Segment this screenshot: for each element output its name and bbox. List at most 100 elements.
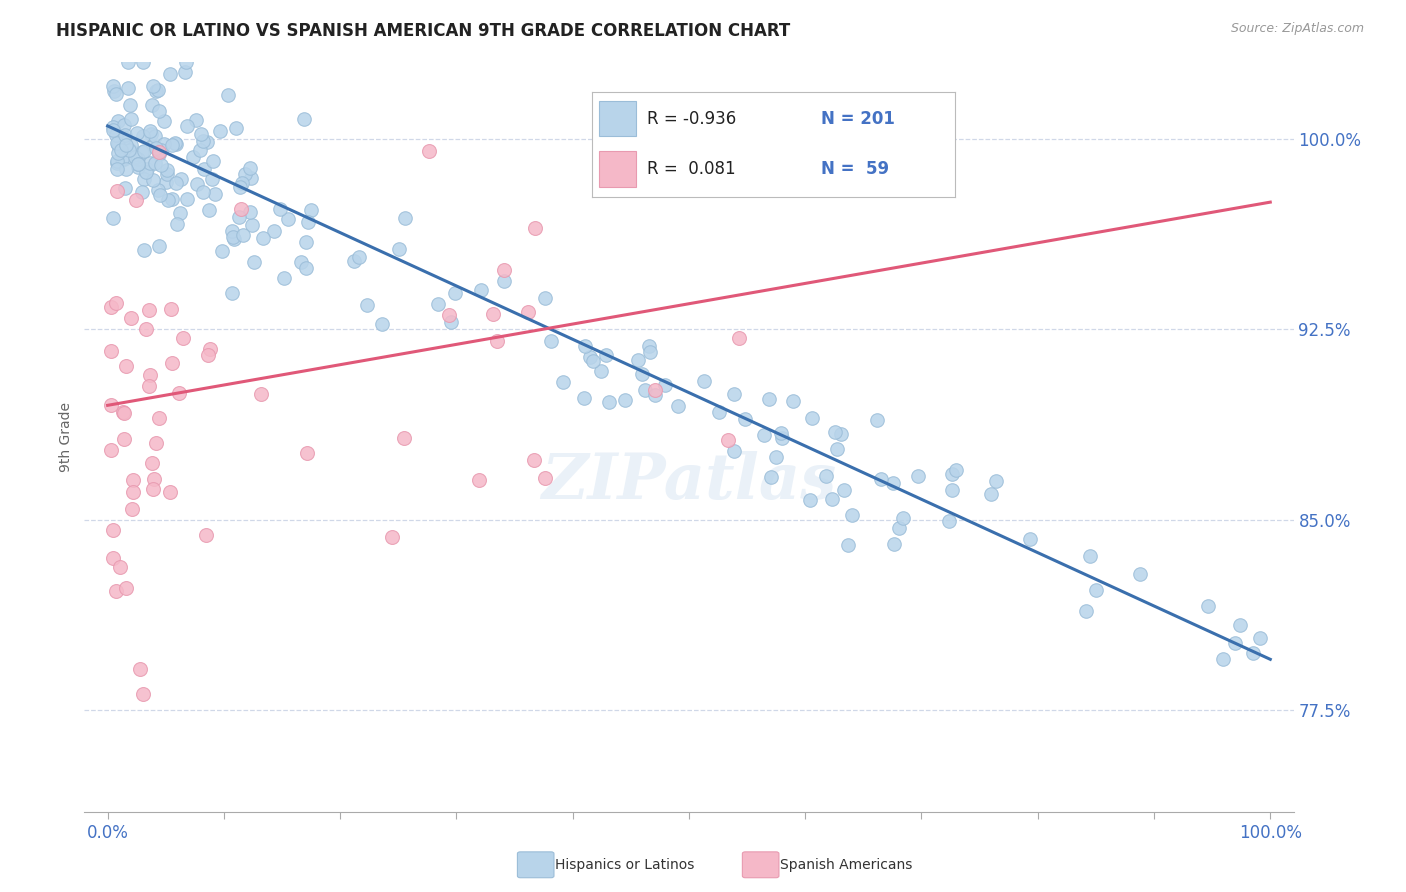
Point — [132, 171, 155, 186]
Point — [159, 67, 181, 81]
Point — [160, 192, 183, 206]
Point — [492, 263, 515, 277]
Point — [138, 378, 160, 392]
Point — [142, 138, 165, 153]
Point — [211, 244, 233, 258]
Point — [1212, 652, 1234, 666]
Point — [191, 186, 214, 200]
Text: ZIPatlas: ZIPatlas — [541, 451, 837, 513]
Point — [217, 87, 239, 102]
Point — [142, 78, 165, 93]
Point — [758, 392, 780, 406]
Point — [105, 136, 128, 151]
Point — [533, 471, 555, 485]
Point — [572, 391, 595, 405]
Point — [139, 128, 162, 142]
Point — [153, 136, 176, 151]
Point — [343, 253, 366, 268]
Point — [125, 126, 148, 140]
Point — [770, 431, 793, 445]
Point — [112, 152, 135, 166]
Point — [825, 442, 848, 456]
Point — [198, 202, 221, 217]
Point — [117, 80, 139, 95]
Point — [142, 472, 165, 486]
Point — [120, 138, 142, 153]
Point — [231, 176, 253, 190]
Point — [984, 474, 1007, 488]
Point — [101, 523, 124, 537]
Point — [574, 339, 596, 353]
Point — [869, 472, 891, 486]
Point — [263, 224, 285, 238]
Point — [183, 150, 205, 164]
Point — [118, 143, 141, 157]
Point — [156, 194, 179, 208]
Text: Spanish Americans: Spanish Americans — [780, 858, 912, 872]
Point — [114, 137, 136, 152]
Point — [195, 135, 218, 149]
Point — [595, 348, 617, 362]
Point — [145, 141, 167, 155]
Point — [540, 334, 562, 348]
Point — [132, 55, 155, 70]
Point — [105, 156, 128, 170]
Point — [221, 224, 243, 238]
Point — [517, 304, 540, 318]
Point — [907, 469, 929, 483]
Point — [107, 113, 129, 128]
Point — [190, 127, 212, 141]
Point — [148, 411, 170, 425]
Point — [143, 156, 166, 170]
Point — [114, 181, 136, 195]
Point — [832, 483, 855, 497]
Point — [299, 203, 322, 218]
Point — [229, 202, 252, 217]
Point — [160, 301, 183, 316]
Point — [146, 83, 169, 97]
Y-axis label: 9th Grade: 9th Grade — [59, 402, 73, 472]
Point — [148, 104, 170, 119]
Point — [388, 242, 411, 256]
Point — [142, 483, 165, 497]
Point — [294, 235, 316, 250]
Point — [118, 143, 141, 157]
Point — [146, 183, 169, 197]
Point — [707, 405, 730, 419]
Point — [240, 218, 263, 232]
Point — [292, 112, 315, 126]
Point — [1084, 583, 1107, 598]
Point — [104, 87, 127, 101]
Point — [883, 537, 905, 551]
Point — [156, 163, 179, 178]
Point — [111, 152, 134, 166]
Point — [120, 310, 142, 325]
Point — [673, 163, 696, 178]
Point — [159, 484, 181, 499]
Point — [523, 453, 546, 467]
Point — [103, 84, 125, 98]
Point — [100, 343, 122, 358]
Point — [222, 229, 245, 244]
Point — [124, 150, 146, 164]
Point — [100, 301, 122, 315]
Point — [523, 221, 546, 235]
Point — [882, 475, 904, 490]
Point — [105, 184, 128, 198]
Point — [112, 118, 135, 132]
Point — [127, 160, 149, 174]
Point — [197, 348, 219, 362]
Point — [1129, 567, 1152, 582]
Point — [148, 147, 170, 161]
Point — [132, 243, 155, 257]
Point — [627, 352, 650, 367]
Point — [184, 113, 207, 128]
Point — [486, 334, 509, 348]
Point — [156, 167, 179, 181]
Point — [145, 84, 167, 98]
Point — [120, 112, 142, 126]
Point — [582, 354, 605, 368]
Point — [131, 185, 153, 199]
Text: Source: ZipAtlas.com: Source: ZipAtlas.com — [1230, 22, 1364, 36]
Point — [579, 350, 602, 364]
